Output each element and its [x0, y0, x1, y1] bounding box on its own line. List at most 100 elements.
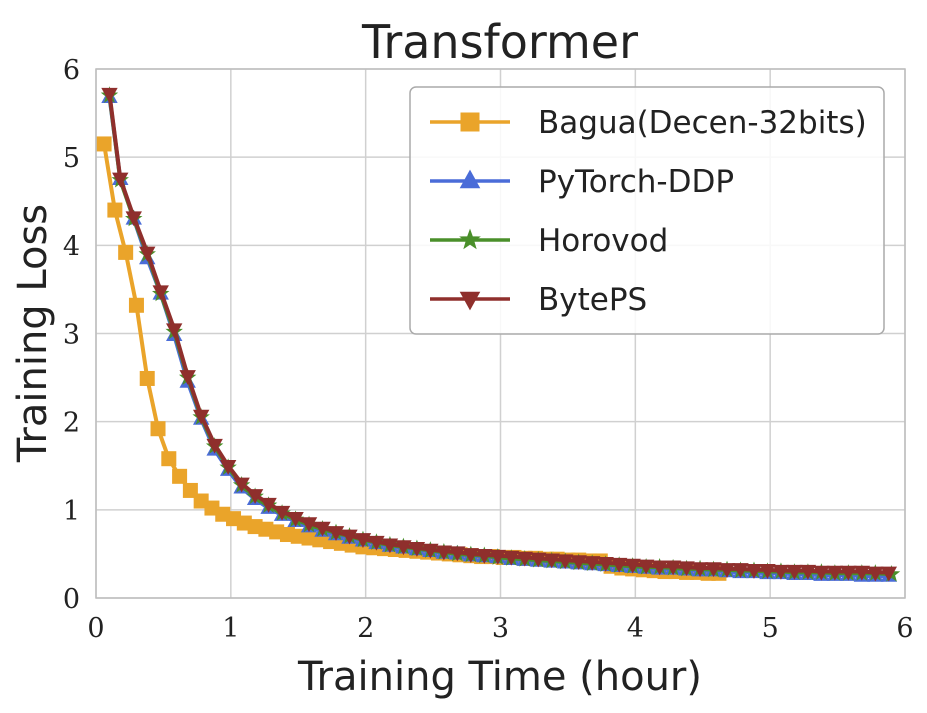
- data-point: [880, 566, 898, 582]
- data-point: [172, 468, 188, 484]
- series-layer: [96, 86, 901, 582]
- data-point: [152, 285, 169, 301]
- data-point: [557, 554, 574, 570]
- data-point: [422, 543, 439, 559]
- data-point: [150, 421, 166, 437]
- data-point: [503, 550, 520, 566]
- data-point: [664, 560, 682, 576]
- legend-box: [409, 86, 885, 335]
- data-point: [597, 556, 614, 572]
- plot-frame: [95, 68, 906, 599]
- y-axis-label: Training Loss: [10, 204, 56, 463]
- data-point: [449, 546, 466, 562]
- data-point: [408, 541, 426, 557]
- y-tick-label: 2: [63, 408, 80, 439]
- legend-label: Horovod: [538, 223, 668, 259]
- data-point: [678, 561, 695, 577]
- data-point: [166, 323, 183, 339]
- data-point: [516, 551, 533, 567]
- data-point: [206, 438, 223, 454]
- x-tick-label: 2: [357, 613, 374, 644]
- data-point: [118, 244, 134, 260]
- data-point: [246, 489, 264, 504]
- legend: Bagua(Decen-32bits) PyTorch-DDP Horovod Byt…: [409, 86, 885, 335]
- data-point: [368, 535, 385, 551]
- data-point: [813, 565, 830, 581]
- y-tick-label: 0: [63, 584, 80, 615]
- data-point: [705, 562, 722, 578]
- data-point: [219, 460, 237, 475]
- ticks: 0 1 2 3 4 5 6 0 1 2 3 4 5 6: [63, 55, 914, 644]
- x-tick-label: 4: [627, 613, 644, 644]
- data-point: [718, 563, 736, 578]
- legend-marker: [459, 169, 481, 189]
- legend-label: BytePS: [538, 282, 647, 318]
- data-point: [543, 553, 560, 569]
- data-point: [112, 172, 129, 188]
- data-point: [772, 564, 790, 580]
- legend-marker: [459, 291, 481, 311]
- y-tick-label: 1: [63, 496, 80, 527]
- data-point: [691, 562, 709, 578]
- data-point: [799, 564, 817, 580]
- data-point: [192, 409, 210, 425]
- data-point: [107, 202, 123, 218]
- data-point: [637, 559, 655, 575]
- data-point: [161, 451, 177, 467]
- data-point: [395, 540, 412, 556]
- data-point: [745, 564, 763, 579]
- data-point: [786, 564, 803, 580]
- legend-item: Horovod: [430, 223, 668, 259]
- legend-item: Bagua(Decen-32bits): [430, 105, 867, 141]
- legend-marker: [460, 112, 480, 132]
- data-point: [273, 505, 291, 521]
- data-point: [125, 211, 142, 227]
- data-point: [341, 529, 358, 545]
- chart-title: Transformer: [361, 15, 638, 69]
- legend-marker: [459, 228, 481, 250]
- data-point: [139, 246, 156, 262]
- data-point: [354, 533, 372, 549]
- data-point: [179, 370, 196, 385]
- data-point: [570, 555, 587, 571]
- data-point: [732, 563, 749, 578]
- data-point: [260, 497, 277, 513]
- x-tick-label: 3: [492, 613, 509, 644]
- y-tick-label: 6: [63, 55, 80, 86]
- legend-label: PyTorch-DDP: [538, 164, 734, 200]
- x-tick-label: 6: [896, 613, 913, 644]
- data-point: [651, 560, 668, 576]
- data-point: [327, 526, 345, 541]
- data-point: [314, 521, 331, 537]
- data-point: [583, 556, 601, 571]
- data-point: [840, 565, 857, 581]
- legend-label: Bagua(Decen-32bits): [538, 105, 867, 141]
- x-tick-label: 1: [222, 613, 239, 644]
- data-point: [381, 538, 399, 554]
- data-point: [624, 558, 641, 574]
- legend-item: PyTorch-DDP: [430, 164, 734, 200]
- data-point: [287, 512, 304, 527]
- data-point: [759, 564, 776, 579]
- legend-item: BytePS: [430, 282, 647, 318]
- x-tick-label: 0: [87, 613, 104, 644]
- x-axis-label: Training Time (hour): [297, 654, 702, 700]
- data-point: [96, 136, 112, 152]
- data-point: [462, 548, 480, 564]
- data-point: [139, 370, 155, 386]
- data-point: [530, 552, 547, 568]
- data-point: [435, 545, 453, 561]
- data-point: [867, 566, 884, 582]
- y-tick-label: 4: [63, 231, 80, 262]
- y-tick-label: 5: [63, 143, 80, 174]
- data-point: [853, 565, 871, 581]
- x-tick-label: 5: [762, 613, 779, 644]
- y-tick-label: 3: [63, 320, 80, 351]
- data-point: [489, 549, 507, 565]
- data-point: [101, 87, 118, 103]
- data-point: [826, 565, 844, 581]
- data-point: [476, 549, 493, 564]
- data-point: [233, 477, 250, 493]
- series-3: [101, 87, 898, 582]
